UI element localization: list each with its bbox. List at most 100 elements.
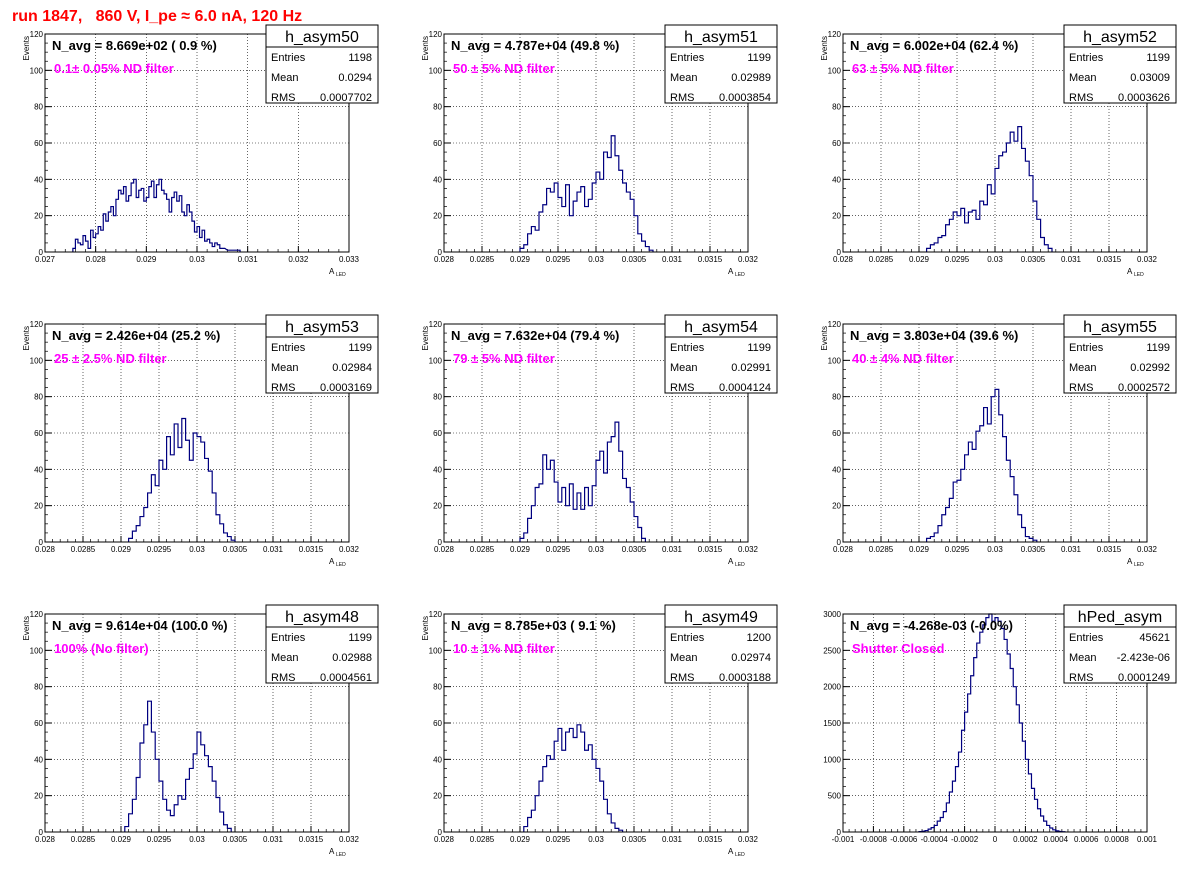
histogram-panel-h_asym52: 0.028 0.0285 0.029 0.0295 0.03 0.0305 0.031 0.0… (820, 24, 1177, 278)
stats-value: -2.423e-06 (1117, 652, 1170, 664)
x-tick-label: 0.028 (434, 545, 455, 554)
x-axis-label: A (728, 557, 734, 566)
stats-label: Entries (271, 52, 306, 64)
y-tick-label: 20 (433, 212, 442, 221)
x-tick-label: 0.0295 (945, 255, 970, 264)
stats-value: 0.02988 (332, 652, 372, 664)
y-axis-label: Events (820, 36, 829, 60)
y-tick-label: 0 (438, 248, 443, 257)
stats-box (664, 604, 778, 684)
stats-label: Mean (670, 72, 698, 84)
stats-label: Entries (670, 52, 705, 64)
histogram-outline (926, 126, 1053, 252)
histogram-outline (519, 421, 646, 542)
x-tick-label: -0.0006 (890, 835, 918, 844)
plot-frame (443, 613, 749, 833)
x-tick-label: 0.0285 (71, 545, 96, 554)
x-tick-label: 0.031 (263, 835, 284, 844)
filter-annotation: Shutter Closed (852, 641, 945, 656)
histogram-name: h_asym48 (285, 609, 359, 626)
y-tick-label: 500 (828, 792, 842, 801)
x-tick-label: 0.0305 (1021, 255, 1046, 264)
stats-label: Mean (670, 362, 698, 374)
x-tick-label: 0.0295 (546, 835, 571, 844)
x-tick-label: 0.032 (738, 835, 759, 844)
plot-frame (443, 33, 749, 253)
stats-label: Mean (670, 652, 698, 664)
y-tick-label: 20 (34, 792, 43, 801)
y-axis-label: Events (22, 36, 31, 60)
x-tick-label: 0.0315 (698, 545, 723, 554)
x-tick-label: 0.032 (339, 545, 360, 554)
y-tick-label: 40 (433, 175, 442, 184)
x-tick-label: 0.0285 (869, 545, 894, 554)
stats-label: RMS (271, 382, 295, 394)
y-tick-label: 20 (832, 212, 841, 221)
n-avg-label: N_avg = 4.787e+04 (49.8 %) (451, 38, 619, 53)
x-tick-label: 0.031 (238, 255, 259, 264)
stats-label: Mean (271, 362, 299, 374)
x-axis-label: A (1127, 267, 1133, 276)
stats-value: 0.02984 (332, 362, 372, 374)
y-tick-label: 20 (34, 502, 43, 511)
y-tick-label: 3000 (823, 610, 841, 619)
stats-value: 1198 (348, 52, 372, 64)
stats-box (664, 314, 778, 394)
stats-label: Mean (271, 72, 299, 84)
y-tick-label: 120 (30, 30, 44, 39)
stats-box (1063, 314, 1177, 394)
histogram-outline (519, 135, 654, 252)
histogram-name: h_asym49 (684, 609, 758, 626)
x-tick-label: 0.033 (339, 255, 360, 264)
y-tick-label: 0 (837, 538, 842, 547)
x-tick-label: 0.032 (738, 545, 759, 554)
n-avg-label: N_avg = 8.669e+02 ( 0.9 %) (52, 38, 217, 53)
plot-frame (443, 323, 749, 543)
y-tick-label: 40 (433, 755, 442, 764)
x-tick-label: 0.0285 (869, 255, 894, 264)
x-tick-label: 0.0315 (698, 255, 723, 264)
n-avg-label: N_avg = 2.426e+04 (25.2 %) (52, 328, 220, 343)
x-tick-label: 0.032 (339, 835, 360, 844)
histogram-panel-h_asym53: 0.028 0.0285 0.029 0.0295 0.03 0.0305 0.031 0.0… (22, 314, 379, 568)
stats-value: 1199 (348, 632, 372, 644)
stats-label: RMS (1069, 672, 1093, 684)
stats-value: 1199 (1146, 52, 1170, 64)
stats-label: Entries (670, 342, 705, 354)
x-tick-label: 0.027 (35, 255, 56, 264)
x-tick-label: 0.032 (738, 255, 759, 264)
x-tick-label: 0.0008 (1104, 835, 1129, 844)
x-tick-label: 0.0006 (1074, 835, 1099, 844)
stats-label: Entries (1069, 632, 1104, 644)
y-tick-label: 80 (832, 103, 841, 112)
x-tick-label: 0.032 (1137, 255, 1158, 264)
x-axis-label-subscript: LED (1134, 272, 1144, 278)
x-tick-label: 0.0002 (1013, 835, 1038, 844)
x-axis-label: A (329, 847, 335, 856)
x-tick-label: 0.029 (111, 835, 132, 844)
stats-value: 0.0003169 (320, 382, 372, 394)
y-tick-label: 60 (832, 429, 841, 438)
stats-box (1063, 604, 1177, 684)
x-tick-label: 0.0315 (299, 545, 324, 554)
stats-value: 0.02989 (731, 72, 771, 84)
x-axis-label: A (329, 557, 335, 566)
histogram-name: h_asym52 (1083, 29, 1157, 46)
stats-value: 0.0002572 (1118, 382, 1170, 394)
x-axis-label-subscript: LED (336, 272, 346, 278)
x-tick-label: 0.0295 (945, 545, 970, 554)
x-tick-label: 0.029 (510, 255, 531, 264)
histogram-outline (926, 388, 1038, 542)
stats-value: 0.0003188 (719, 672, 771, 684)
stats-value: 0.0001249 (1118, 672, 1170, 684)
x-tick-label: 0.0285 (470, 545, 495, 554)
plot-frame (44, 613, 350, 833)
stats-box (265, 24, 379, 104)
y-tick-label: 60 (34, 719, 43, 728)
x-tick-label: 0.0305 (223, 835, 248, 844)
x-tick-label: 0.0305 (1021, 545, 1046, 554)
y-tick-label: 120 (30, 320, 44, 329)
y-tick-label: 100 (828, 356, 842, 365)
x-tick-label: 0.0285 (71, 835, 96, 844)
